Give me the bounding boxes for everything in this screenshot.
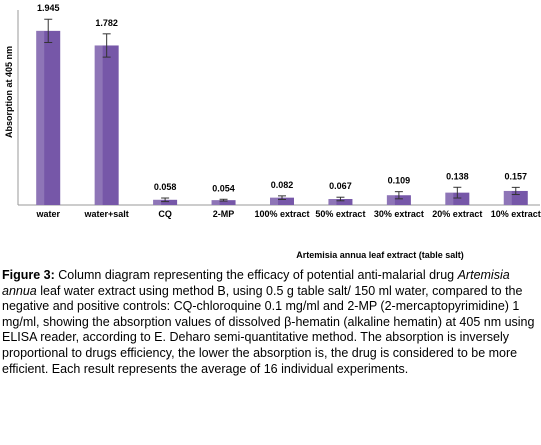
x-tick-label: 50% extract bbox=[315, 209, 366, 219]
bar bbox=[211, 200, 236, 205]
x-tick-label: water+salt bbox=[84, 209, 129, 219]
bar-highlight bbox=[270, 197, 278, 205]
y-axis-label: Absorption at 405 nm bbox=[4, 46, 14, 138]
bar bbox=[94, 45, 119, 206]
data-label: 0.054 bbox=[212, 183, 235, 193]
bar bbox=[328, 199, 353, 205]
x-tick-label: water bbox=[36, 209, 60, 219]
data-label: 0.058 bbox=[154, 182, 177, 192]
x-tick-label: 10% extract bbox=[490, 209, 541, 219]
x-tick-label: 100% extract bbox=[254, 209, 310, 219]
bar bbox=[503, 190, 528, 205]
bar bbox=[386, 195, 411, 205]
data-label: 0.109 bbox=[388, 176, 411, 186]
bar-highlight bbox=[211, 200, 220, 205]
data-label: 1.945 bbox=[37, 3, 60, 13]
caption-text: leaf water extract using method B, using… bbox=[2, 283, 535, 376]
bar-highlight bbox=[36, 30, 45, 205]
caption-text: Column diagram representing the efficacy… bbox=[58, 268, 455, 282]
bar bbox=[445, 192, 470, 205]
bar-highlight bbox=[386, 195, 395, 205]
data-label: 1.782 bbox=[95, 18, 118, 28]
bar-highlight bbox=[153, 199, 162, 205]
x-tick-label: 2-MP bbox=[212, 209, 235, 219]
data-label: 0.138 bbox=[446, 171, 469, 181]
x-tick-label: 20% extract bbox=[432, 209, 483, 219]
data-label: 0.082 bbox=[271, 180, 294, 190]
chart: Absorption at 405 nm Artemisia annua lea… bbox=[4, 3, 540, 260]
bar bbox=[270, 197, 294, 205]
data-label: 0.067 bbox=[329, 181, 352, 191]
caption: Figure 3: Column diagram representing th… bbox=[2, 268, 539, 377]
bar-highlight bbox=[445, 192, 454, 205]
x-tick-label: CQ bbox=[158, 209, 172, 219]
bar-highlight bbox=[94, 45, 103, 206]
x-axis-label: Artemisia annua leaf extract (table salt… bbox=[296, 250, 464, 260]
bar bbox=[153, 199, 178, 205]
bar-highlight bbox=[503, 190, 512, 205]
data-label: 0.157 bbox=[505, 171, 528, 181]
x-tick-label: 30% extract bbox=[373, 209, 424, 219]
caption-italic: Artemisia annua bbox=[2, 268, 510, 298]
bar-highlight bbox=[328, 199, 337, 205]
bar bbox=[36, 30, 61, 205]
caption-label: Figure 3: bbox=[2, 268, 55, 282]
